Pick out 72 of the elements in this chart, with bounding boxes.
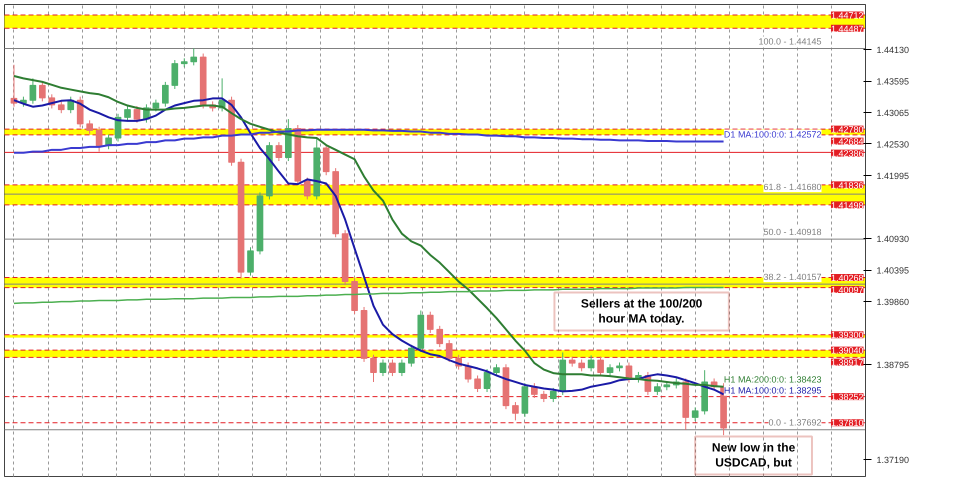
candlestick — [370, 354, 377, 382]
ref-line-label: 1.37810 — [830, 418, 864, 428]
candlestick — [171, 60, 178, 90]
candlestick — [484, 368, 490, 393]
candlestick — [692, 406, 699, 422]
y-tick-label: 1.40395 — [876, 266, 910, 276]
y-tick-label: 1.40930 — [876, 234, 910, 244]
y-tick-label: 1.41995 — [876, 171, 910, 182]
y-tick-label: 1.37190 — [876, 454, 910, 465]
annotation: 61.8 - 1.41680 — [763, 182, 822, 192]
candlestick — [436, 325, 444, 348]
candlestick — [597, 356, 604, 377]
candlestick — [39, 81, 46, 102]
candlestick — [190, 48, 198, 66]
series-label: D1 MA:100:0:0: 1.42572 — [724, 130, 822, 140]
candlestick — [446, 340, 453, 362]
series-label: H1 MA:100:0:0: 1.38295 — [724, 386, 822, 396]
ref-line-label: 1.38252 — [830, 392, 864, 402]
candlestick — [426, 311, 434, 334]
ref-line-label: 1.42386 — [830, 148, 864, 159]
candlestick — [654, 382, 661, 396]
y-tick-label: 1.43595 — [876, 76, 910, 86]
annotation: 50.0 - 1.40918 — [763, 227, 822, 238]
candlestick — [322, 144, 330, 176]
candlestick — [124, 106, 131, 122]
line-series — [12, 128, 725, 154]
candlestick — [114, 113, 122, 142]
y-tick-label: 1.38795 — [876, 360, 910, 370]
candlestick — [398, 359, 406, 377]
y-tick-label: 1.42530 — [876, 139, 910, 150]
y-tick-label: 1.44130 — [876, 44, 910, 55]
candlestick — [588, 354, 594, 372]
candlestick — [134, 106, 140, 124]
annotation: 100.0 - 1.44145 — [758, 36, 822, 47]
annotation: 0.0 - 1.37692 — [768, 418, 822, 428]
candlestick — [86, 120, 93, 134]
annotation: New low in the USDCAD, but — [712, 440, 796, 470]
ref-line-label: 1.42684 — [830, 136, 864, 147]
candlestick — [540, 390, 548, 403]
ref-line-label: 1.40097 — [830, 285, 864, 296]
candlestick — [389, 359, 396, 377]
ref-line-label: 1.42780 — [830, 124, 864, 135]
candlestick — [578, 359, 585, 372]
candlestick — [380, 359, 386, 377]
candlestick — [276, 142, 282, 162]
candlestick — [550, 387, 557, 403]
candlestick — [606, 364, 614, 377]
ref-line-label: 1.44712 — [830, 10, 864, 21]
candlestick — [512, 402, 519, 421]
candlestick — [408, 344, 415, 368]
series-label: H1 MA:200:0:0: 1.38423 — [724, 374, 822, 385]
y-tick-label: 1.39860 — [876, 297, 910, 308]
candlestick — [304, 177, 311, 200]
candlestick — [96, 126, 102, 152]
ref-line-label: 1.44487 — [830, 24, 864, 34]
ref-line-label: 1.40268 — [830, 273, 864, 284]
candlestick — [247, 246, 254, 276]
candlestick — [58, 100, 65, 114]
y-tick-label: 1.43065 — [876, 108, 910, 118]
candlestick — [474, 374, 481, 393]
ref-line-label: 1.41836 — [830, 180, 864, 190]
candlestick — [568, 356, 576, 368]
annotation: 38.2 - 1.40157 — [763, 272, 822, 282]
ref-line-label: 1.38917 — [830, 358, 864, 368]
ref-line-label: 1.39040 — [830, 346, 864, 356]
ref-line-label: 1.39300 — [830, 330, 864, 340]
candlestick — [76, 96, 84, 128]
annotation: Sellers at the 100/200 hour MA today. — [580, 296, 703, 326]
candlestick — [162, 81, 169, 108]
candlestick — [152, 99, 160, 112]
ref-line-label: 1.41498 — [830, 200, 864, 210]
candlestick — [30, 78, 36, 104]
